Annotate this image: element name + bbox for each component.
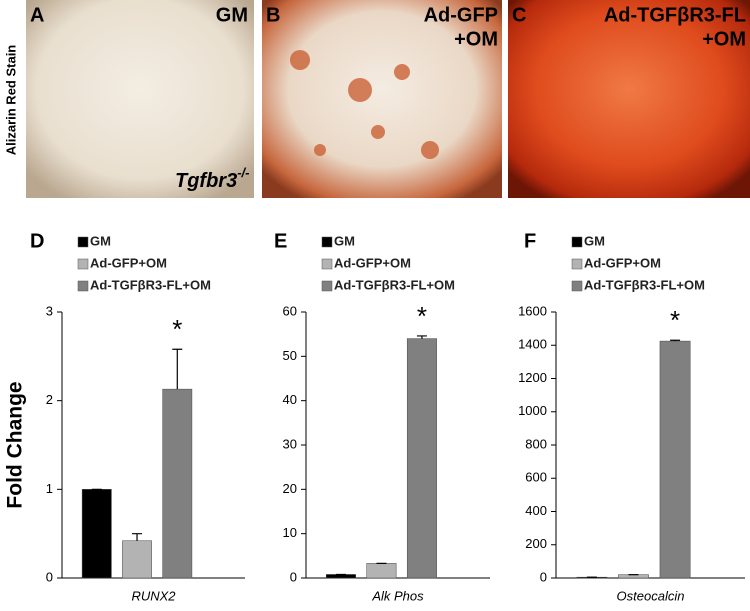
photo-a — [26, 0, 254, 198]
y-tick-label: 1600 — [518, 303, 547, 318]
bar — [406, 338, 437, 579]
y-tick-label: 0 — [290, 569, 297, 584]
legend-swatch — [77, 236, 89, 248]
y-tick-label: 0 — [46, 569, 53, 584]
legend-label: Ad-GFP+OM — [584, 255, 661, 270]
legend-label: GM — [334, 233, 355, 248]
y-tick-label: 1000 — [518, 403, 547, 418]
photo-c — [508, 0, 750, 198]
y-tick-label: 1400 — [518, 337, 547, 352]
y-tick-label: 1 — [46, 481, 53, 496]
y-tick-label: 3 — [46, 303, 53, 318]
x-axis-label: RUNX2 — [131, 588, 176, 603]
x-axis-label: Osteocalcin — [617, 588, 685, 603]
y-tick-label: 1200 — [518, 370, 547, 385]
bar — [162, 388, 193, 579]
y-tick-label: 60 — [283, 303, 297, 318]
y-tick-label: 30 — [283, 436, 297, 451]
legend-label: Ad-TGFβR3-FL+OM — [90, 277, 211, 292]
photo-label: GM — [216, 4, 248, 26]
bar — [659, 340, 691, 579]
photo-panels — [26, 0, 750, 198]
legend-swatch — [77, 258, 89, 270]
photo-label: +OM — [702, 28, 746, 50]
photo-label: Ad-GFP — [424, 4, 498, 26]
x-axis-label: Alk Phos — [371, 588, 424, 603]
legend-swatch — [321, 258, 333, 270]
legend-swatch — [571, 280, 583, 292]
bar — [81, 489, 112, 579]
photo-b — [262, 0, 502, 198]
panel-letter: B — [266, 4, 280, 26]
y-axis-label: Fold Change — [4, 381, 27, 508]
panel-letter: F — [524, 230, 536, 252]
significance-mark: * — [670, 305, 680, 335]
y-tick-label: 10 — [283, 525, 297, 540]
bar — [366, 563, 397, 579]
y-tick-label: 0 — [540, 569, 547, 584]
legend-swatch — [571, 236, 583, 248]
y-tick-label: 800 — [525, 436, 547, 451]
error-bar — [416, 335, 427, 339]
legend-swatch — [571, 258, 583, 270]
panel-letter: E — [274, 230, 287, 252]
legend-swatch — [321, 236, 333, 248]
legend-label: Ad-GFP+OM — [90, 255, 167, 270]
legend-label: GM — [90, 233, 111, 248]
photo-axis-label: Alizarin Red Stain — [3, 45, 18, 156]
error-bar — [132, 533, 143, 541]
legend-swatch — [77, 280, 89, 292]
y-tick-label: 2 — [46, 392, 53, 407]
bar — [122, 540, 152, 579]
photo-label: +OM — [454, 28, 498, 50]
photo-labels: A GM Tgfbr3-/- B Ad-GFP +OM C Ad-TGFβR3-… — [30, 4, 746, 192]
error-bar — [172, 348, 183, 390]
legend-label: Ad-TGFβR3-FL+OM — [584, 277, 705, 292]
panel-letter: C — [512, 4, 526, 26]
panel-letter: D — [30, 230, 44, 252]
significance-mark: * — [172, 314, 182, 344]
spots-b — [290, 50, 439, 159]
y-tick-label: 400 — [525, 503, 547, 518]
error-bar — [670, 339, 681, 342]
sublabel-text: Tgfbr3 — [175, 170, 237, 192]
y-tick-label: 50 — [283, 348, 297, 363]
legend-label: Ad-GFP+OM — [334, 255, 411, 270]
y-tick-label: 20 — [283, 481, 297, 496]
legend-label: Ad-TGFβR3-FL+OM — [334, 277, 455, 292]
significance-mark: * — [417, 301, 427, 331]
sublabel-sup: -/- — [237, 165, 249, 180]
y-tick-label: 200 — [525, 536, 547, 551]
panel-letter: A — [30, 4, 44, 26]
legend-swatch — [321, 280, 333, 292]
y-tick-label: 600 — [525, 470, 547, 485]
y-tick-label: 40 — [283, 392, 297, 407]
photo-label: Ad-TGFβR3-FL — [604, 4, 746, 26]
photo-sublabel: Tgfbr3-/- — [175, 165, 250, 192]
legend-label: GM — [584, 233, 605, 248]
